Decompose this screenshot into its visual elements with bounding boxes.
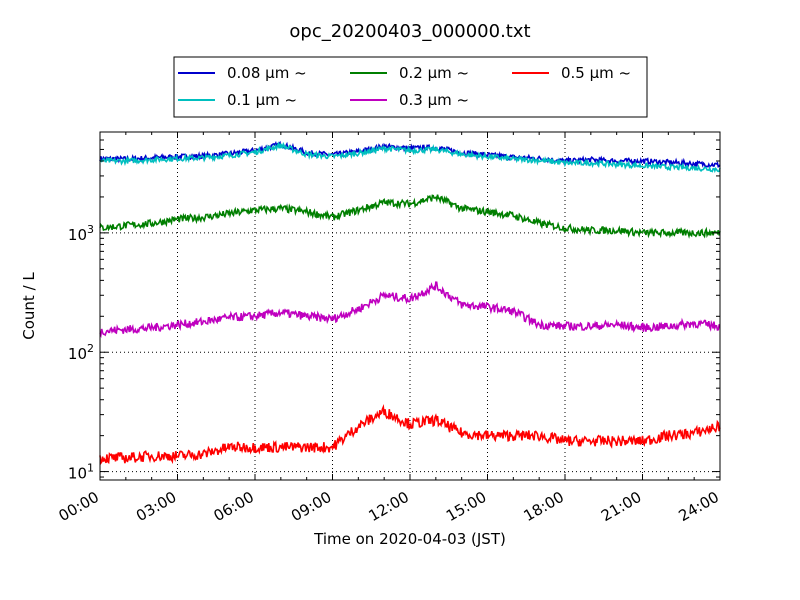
x-tick-labels: 00:00 03:00 06:00 09:00 12:00 15:00 18:00 21:00…	[56, 488, 722, 525]
x-tick-label: 09:00	[288, 488, 334, 525]
y-tick-label: 103	[68, 223, 94, 244]
series-line	[99, 281, 721, 339]
chart-title: opc_20200403_000000.txt	[289, 21, 530, 42]
x-tick-label: 06:00	[211, 488, 257, 525]
legend-label: 0.08 μm ~	[227, 64, 307, 82]
legend: 0.08 μm ~ 0.1 μm ~ 0.2 μm ~ 0.3 μm ~ 0.5 μm …	[173, 56, 648, 118]
x-tick-label: 12:00	[366, 488, 412, 525]
grid	[100, 132, 720, 480]
series-line	[99, 194, 721, 239]
y-tick-label: 101	[68, 462, 94, 483]
x-tick-label: 15:00	[443, 488, 489, 525]
x-tick-label: 21:00	[598, 488, 644, 525]
legend-label: 0.2 μm ~	[399, 64, 469, 82]
x-tick-label: 18:00	[521, 488, 567, 525]
legend-label: 0.1 μm ~	[227, 91, 297, 109]
x-tick-label: 00:00	[56, 488, 102, 525]
y-tick-label: 102	[68, 342, 94, 363]
series-line	[99, 403, 721, 466]
y-axis-label: Count / L	[20, 272, 38, 340]
series-line	[99, 141, 721, 174]
x-tick-label: 03:00	[133, 488, 179, 525]
x-tick-label: 24:00	[676, 488, 722, 525]
legend-label: 0.5 μm ~	[561, 64, 631, 82]
series-lines	[99, 140, 721, 466]
y-tick-labels: 101 102 103	[68, 223, 94, 483]
axis-ticks	[99, 131, 721, 480]
legend-box	[173, 56, 648, 118]
x-axis-label: Time on 2020-04-03 (JST)	[313, 530, 506, 548]
legend-label: 0.3 μm ~	[399, 91, 469, 109]
